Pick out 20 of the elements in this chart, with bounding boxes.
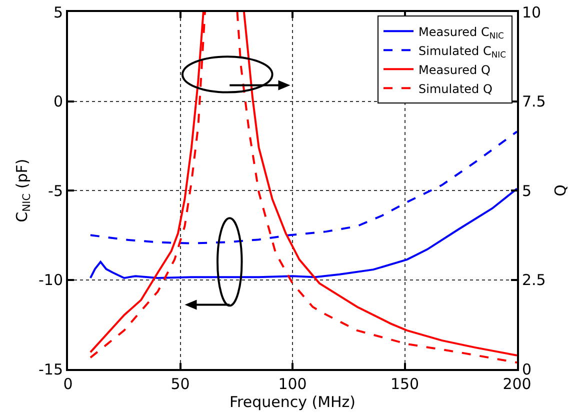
y-tick-label: -15 — [38, 360, 63, 378]
legend-label: Simulated Q — [418, 82, 492, 96]
legend-label: Measured Q — [418, 62, 490, 77]
legend-label: Measured C$_{NIC}$ — [418, 24, 504, 40]
line-series — [89, 130, 517, 244]
legend-label: Simulated C$_{NIC}$ — [418, 44, 506, 60]
x-tick-label: 50 — [170, 375, 190, 393]
y-tick-label: 0 — [53, 92, 63, 110]
y2-axis-title: Q — [552, 184, 570, 196]
y-tick-label: -10 — [38, 271, 63, 289]
y-tick-label: 5 — [53, 3, 63, 22]
line-series — [89, 188, 517, 279]
y2-tick-label: 5 — [522, 182, 532, 200]
y2-tick-label: 2.5 — [522, 271, 546, 289]
x-tick-label: 100 — [278, 375, 307, 393]
y-tick-label: -5 — [48, 182, 63, 200]
x-axis-title: Frequency (MHz) — [229, 393, 356, 411]
x-tick-label: 150 — [390, 375, 420, 393]
y2-tick-label: 7.5 — [522, 92, 546, 110]
y2-tick-label: 10 — [522, 3, 542, 22]
